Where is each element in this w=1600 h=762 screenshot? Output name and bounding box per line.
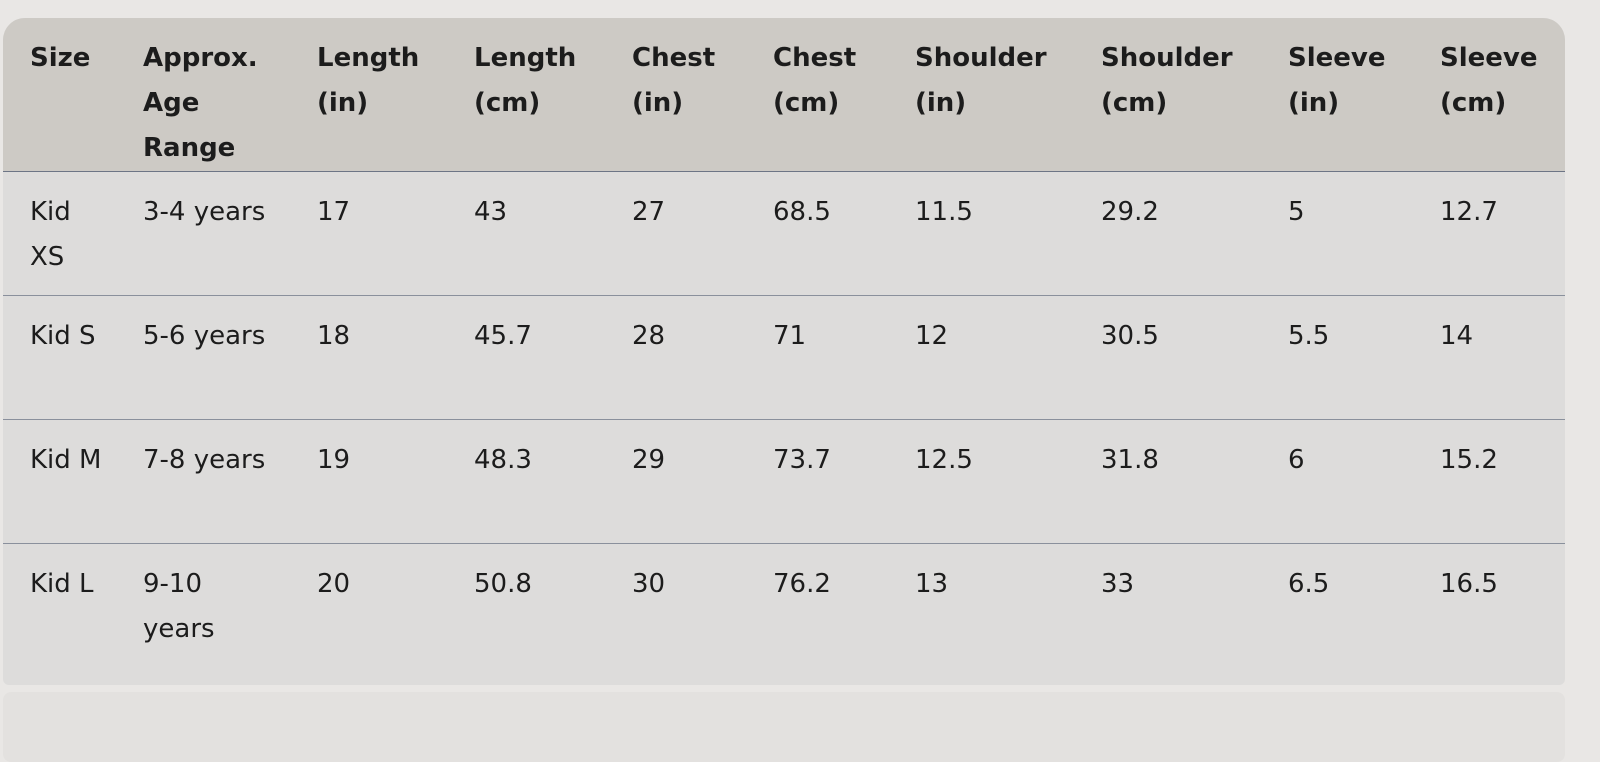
column-header: Shoulder (cm) (1074, 18, 1261, 172)
column-header: Chest (in) (605, 18, 746, 172)
column-header: Length (in) (290, 18, 447, 172)
table-cell: 29 (632, 445, 666, 475)
next-panel (3, 692, 1565, 762)
table-cell: 17 (317, 197, 351, 227)
table-cell: 20 (317, 569, 351, 599)
size-chart-table: Size Approx. Age Range Length (in) Length (… (3, 18, 1565, 668)
table-cell: 7-8 years (143, 445, 266, 475)
table-cell: 14 (1440, 321, 1474, 351)
table-cell: 5-6 years (143, 321, 266, 351)
table-row: Kid L 9-10 years 20 50.8 30 76.2 13 33 6.5 16.5 (3, 544, 1565, 668)
table-cell: 45.7 (474, 321, 532, 351)
table-cell: 76.2 (773, 569, 831, 599)
table-cell: 5 (1288, 197, 1305, 227)
column-header: Shoulder (in) (888, 18, 1074, 172)
table-cell: 30.5 (1101, 321, 1159, 351)
table-cell: Kid L (30, 569, 94, 599)
column-header: Sleeve (cm) (1413, 18, 1565, 172)
table-cell: 12.7 (1440, 197, 1498, 227)
table-cell: 18 (317, 321, 351, 351)
table-cell: 68.5 (773, 197, 831, 227)
table-cell: 31.8 (1101, 445, 1159, 475)
column-header: Approx. Age Range (116, 18, 290, 172)
size-chart-panel: Size Approx. Age Range Length (in) Length (… (3, 18, 1565, 685)
column-header: Sleeve (in) (1261, 18, 1413, 172)
column-header: Length (cm) (447, 18, 605, 172)
table-cell: 29.2 (1101, 197, 1159, 227)
column-header: Size (3, 18, 116, 172)
table-cell: 15.2 (1440, 445, 1498, 475)
table-row: Kid S 5-6 years 18 45.7 28 71 12 30.5 5.5 14 (3, 296, 1565, 420)
column-header: Chest (cm) (746, 18, 888, 172)
table-cell: 71 (773, 321, 807, 351)
table-cell: 3-4 years (143, 197, 266, 227)
table-cell: 43 (474, 197, 508, 227)
table-row: Kid M 7-8 years 19 48.3 29 73.7 12.5 31.8 6 15.2 (3, 420, 1565, 544)
table-cell: 5.5 (1288, 321, 1330, 351)
table-cell: 19 (317, 445, 351, 475)
table-cell: 30 (632, 569, 666, 599)
table-cell: 12.5 (915, 445, 973, 475)
header-row: Size Approx. Age Range Length (in) Length (… (3, 18, 1565, 172)
table-cell: 27 (632, 197, 666, 227)
table-cell: Kid XS (30, 197, 71, 272)
table-cell: 73.7 (773, 445, 831, 475)
table-cell: 6.5 (1288, 569, 1330, 599)
table-cell: 50.8 (474, 569, 532, 599)
table-cell: 28 (632, 321, 666, 351)
table-cell: 6 (1288, 445, 1305, 475)
table-cell: 16.5 (1440, 569, 1498, 599)
table-body: Kid XS 3-4 years 17 43 27 68.5 11.5 29.2 5 12.7 Ki… (3, 172, 1565, 668)
table-cell: 11.5 (915, 197, 973, 227)
table-cell: 9-10 years (143, 569, 215, 644)
table-cell: Kid M (30, 445, 102, 475)
table-cell: Kid S (30, 321, 96, 351)
table-row: Kid XS 3-4 years 17 43 27 68.5 11.5 29.2 5 12.7 (3, 172, 1565, 296)
table-header: Size Approx. Age Range Length (in) Length (… (3, 18, 1565, 172)
table-cell: 13 (915, 569, 949, 599)
table-cell: 33 (1101, 569, 1135, 599)
table-cell: 12 (915, 321, 949, 351)
table-cell: 48.3 (474, 445, 532, 475)
